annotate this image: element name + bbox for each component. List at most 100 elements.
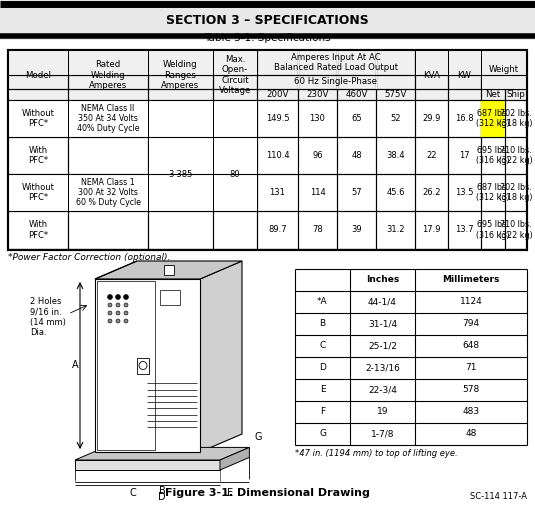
- Bar: [297, 76, 299, 89]
- Circle shape: [116, 303, 120, 307]
- Text: SC-114 117-A: SC-114 117-A: [470, 492, 527, 501]
- Bar: [376, 51, 377, 75]
- Text: 57: 57: [351, 188, 362, 197]
- Text: 1124: 1124: [460, 298, 483, 307]
- Bar: [214, 51, 256, 75]
- Bar: [149, 174, 212, 210]
- Text: 78: 78: [312, 226, 323, 235]
- Text: 26.2: 26.2: [422, 188, 441, 197]
- Bar: [9, 174, 67, 210]
- Text: Table 3-1. Specifications: Table 3-1. Specifications: [204, 33, 330, 43]
- Text: *A: *A: [317, 298, 328, 307]
- Text: 22: 22: [426, 151, 437, 160]
- Text: Inches: Inches: [366, 275, 399, 284]
- Text: A: A: [72, 360, 78, 371]
- Bar: [337, 51, 338, 75]
- Text: 65: 65: [351, 114, 362, 123]
- Text: F: F: [225, 449, 231, 459]
- Text: 71: 71: [465, 364, 477, 373]
- Text: 22-3/4: 22-3/4: [368, 385, 397, 394]
- Bar: [214, 100, 256, 136]
- Text: 25-1/2: 25-1/2: [368, 342, 397, 350]
- Bar: [95, 279, 200, 452]
- Text: 578: 578: [462, 385, 479, 394]
- Text: 60 Hz Single-Phase: 60 Hz Single-Phase: [294, 78, 378, 87]
- Polygon shape: [95, 261, 242, 279]
- Text: B: B: [159, 486, 165, 496]
- Text: 695 lbs.
(316 kg): 695 lbs. (316 kg): [476, 221, 510, 240]
- Bar: [214, 174, 256, 210]
- Text: *47 in. (1194 mm) to top of lifting eye.: *47 in. (1194 mm) to top of lifting eye.: [295, 449, 457, 458]
- Text: 131: 131: [270, 188, 286, 197]
- Text: 1-7/8: 1-7/8: [371, 429, 394, 439]
- Text: Without
PFC*: Without PFC*: [21, 109, 55, 128]
- Bar: [482, 51, 526, 89]
- Text: 460V: 460V: [345, 90, 368, 99]
- Text: 710 lbs.
(322 kg): 710 lbs. (322 kg): [499, 221, 533, 240]
- Circle shape: [116, 311, 120, 315]
- Text: G: G: [255, 432, 262, 443]
- Text: G: G: [319, 429, 326, 439]
- Text: E: E: [320, 385, 325, 394]
- Polygon shape: [75, 447, 249, 460]
- Bar: [97, 281, 155, 450]
- Text: 48: 48: [465, 429, 477, 439]
- Bar: [137, 357, 149, 374]
- Text: NEMA Class 1
300 At 32 Volts
60 % Duty Cycle: NEMA Class 1 300 At 32 Volts 60 % Duty C…: [75, 177, 141, 207]
- Text: 17.9: 17.9: [422, 226, 441, 235]
- Text: 80: 80: [230, 170, 240, 179]
- Text: Net: Net: [485, 90, 501, 99]
- Text: 575V: 575V: [384, 90, 407, 99]
- Circle shape: [124, 311, 128, 315]
- Bar: [69, 51, 148, 75]
- Text: D: D: [158, 492, 166, 502]
- Text: Rated
Welding
Amperes: Rated Welding Amperes: [89, 60, 127, 90]
- Circle shape: [108, 319, 112, 323]
- Text: 2 Holes
9/16 in.
(14 mm)
Dia.: 2 Holes 9/16 in. (14 mm) Dia.: [30, 297, 66, 337]
- Text: Amperes Input At AC
Balanced Rated Load Output: Amperes Input At AC Balanced Rated Load …: [274, 53, 398, 72]
- Bar: [0, 0, 535, 40]
- Text: With
PFC*: With PFC*: [28, 146, 48, 165]
- Text: 13.5: 13.5: [455, 188, 474, 197]
- Text: 48: 48: [351, 151, 362, 160]
- Bar: [297, 51, 299, 75]
- Text: Max.
Open-
Circuit
Voltage: Max. Open- Circuit Voltage: [219, 55, 251, 95]
- Bar: [8, 50, 527, 100]
- Bar: [376, 76, 377, 89]
- Text: B: B: [319, 319, 326, 329]
- Circle shape: [116, 319, 120, 323]
- Polygon shape: [220, 447, 249, 470]
- Text: 19: 19: [377, 408, 388, 416]
- Circle shape: [108, 303, 112, 307]
- Text: 149.5: 149.5: [266, 114, 289, 123]
- Text: Ship: Ship: [507, 90, 525, 99]
- Text: 96: 96: [312, 151, 323, 160]
- Text: 230V: 230V: [307, 90, 328, 99]
- Text: 17: 17: [459, 151, 470, 160]
- Circle shape: [124, 319, 128, 323]
- Bar: [416, 51, 447, 75]
- Text: 200V: 200V: [266, 90, 289, 99]
- Text: Figure 3-1. Dimensional Drawing: Figure 3-1. Dimensional Drawing: [165, 488, 370, 498]
- Text: 29.9: 29.9: [422, 114, 441, 123]
- Text: C: C: [129, 488, 136, 498]
- Text: Welding
Ranges
Amperes: Welding Ranges Amperes: [162, 60, 200, 90]
- Bar: [449, 51, 480, 75]
- Text: 687 lbs.
(312 kg): 687 lbs. (312 kg): [476, 109, 510, 128]
- Text: C: C: [319, 342, 326, 350]
- Text: 702 lbs.
(318 kg): 702 lbs. (318 kg): [499, 183, 533, 202]
- Circle shape: [108, 295, 112, 300]
- Text: F: F: [320, 408, 325, 416]
- Bar: [149, 137, 212, 173]
- Circle shape: [116, 295, 120, 300]
- Text: 44-1/4: 44-1/4: [368, 298, 397, 307]
- Text: 695 lbs.
(316 kg): 695 lbs. (316 kg): [476, 146, 510, 165]
- Bar: [8, 50, 527, 250]
- Text: 710 lbs.
(322 kg): 710 lbs. (322 kg): [499, 146, 533, 165]
- Text: 687 lbs.
(312 kg): 687 lbs. (312 kg): [476, 183, 510, 202]
- Text: SECTION 3 – SPECIFICATIONS: SECTION 3 – SPECIFICATIONS: [166, 14, 369, 26]
- Text: NEMA Class II
350 At 34 Volts
40% Duty Cycle: NEMA Class II 350 At 34 Volts 40% Duty C…: [77, 103, 139, 133]
- Bar: [160, 290, 180, 305]
- Circle shape: [139, 361, 147, 370]
- Text: Weight: Weight: [489, 65, 519, 74]
